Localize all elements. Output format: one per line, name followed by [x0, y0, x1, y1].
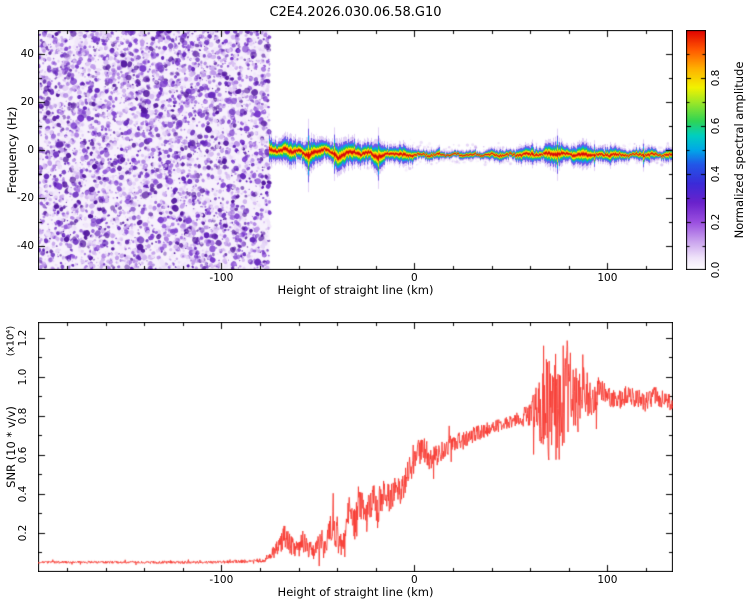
spectrogram-y-tick-label: 0	[27, 144, 34, 156]
spectrogram-x-tick-label: -100	[209, 272, 234, 284]
spectrogram-y-tick-label: 40	[20, 48, 34, 60]
snr-y-tick-label: 0.8	[17, 407, 29, 425]
spectrogram-plot	[38, 30, 673, 270]
snr-y-scale-note: (x10⁴)	[5, 325, 17, 357]
snr-y-tick-label: 0.4	[17, 485, 29, 503]
spectrogram-y-tick-label: 20	[20, 96, 34, 108]
snr-plot	[38, 322, 673, 572]
colorbar-tick-label: 0.6	[710, 117, 722, 135]
spectrogram-x-tick-label: 100	[597, 272, 618, 284]
snr-y-tick-label: 1.2	[17, 329, 29, 346]
snr-x-axis-label: Height of straight line (km)	[277, 585, 434, 599]
colorbar-tick-label: 0.4	[710, 165, 722, 183]
snr-y-tick-label: 0.6	[17, 446, 29, 464]
snr-y-tick-label: 0.2	[17, 524, 29, 542]
spectrogram-y-axis-label: Frequency (Hz)	[5, 106, 19, 194]
colorbar-tick-label: 0.0	[710, 261, 722, 279]
snr-x-tick-label: -100	[209, 574, 234, 586]
colorbar	[686, 30, 706, 270]
spectrogram-x-tick-label: 0	[411, 272, 418, 284]
snr-y-axis-label: SNR (10 * v/v)	[4, 406, 18, 488]
colorbar-tick-label: 0.2	[710, 213, 722, 231]
page-title: C2E4.2026.030.06.58.G10	[269, 5, 442, 20]
spectrogram-y-tick-label: -20	[16, 192, 34, 204]
colorbar-label: Normalized spectral amplitude	[732, 61, 746, 239]
snr-x-tick-label: 0	[411, 574, 418, 586]
snr-x-tick-label: 100	[597, 574, 618, 586]
snr-y-tick-label: 1.0	[17, 368, 29, 386]
spectrogram-x-axis-label: Height of straight line (km)	[277, 283, 434, 297]
spectrogram-y-tick-label: -40	[16, 240, 34, 252]
colorbar-tick-label: 0.8	[710, 69, 722, 87]
